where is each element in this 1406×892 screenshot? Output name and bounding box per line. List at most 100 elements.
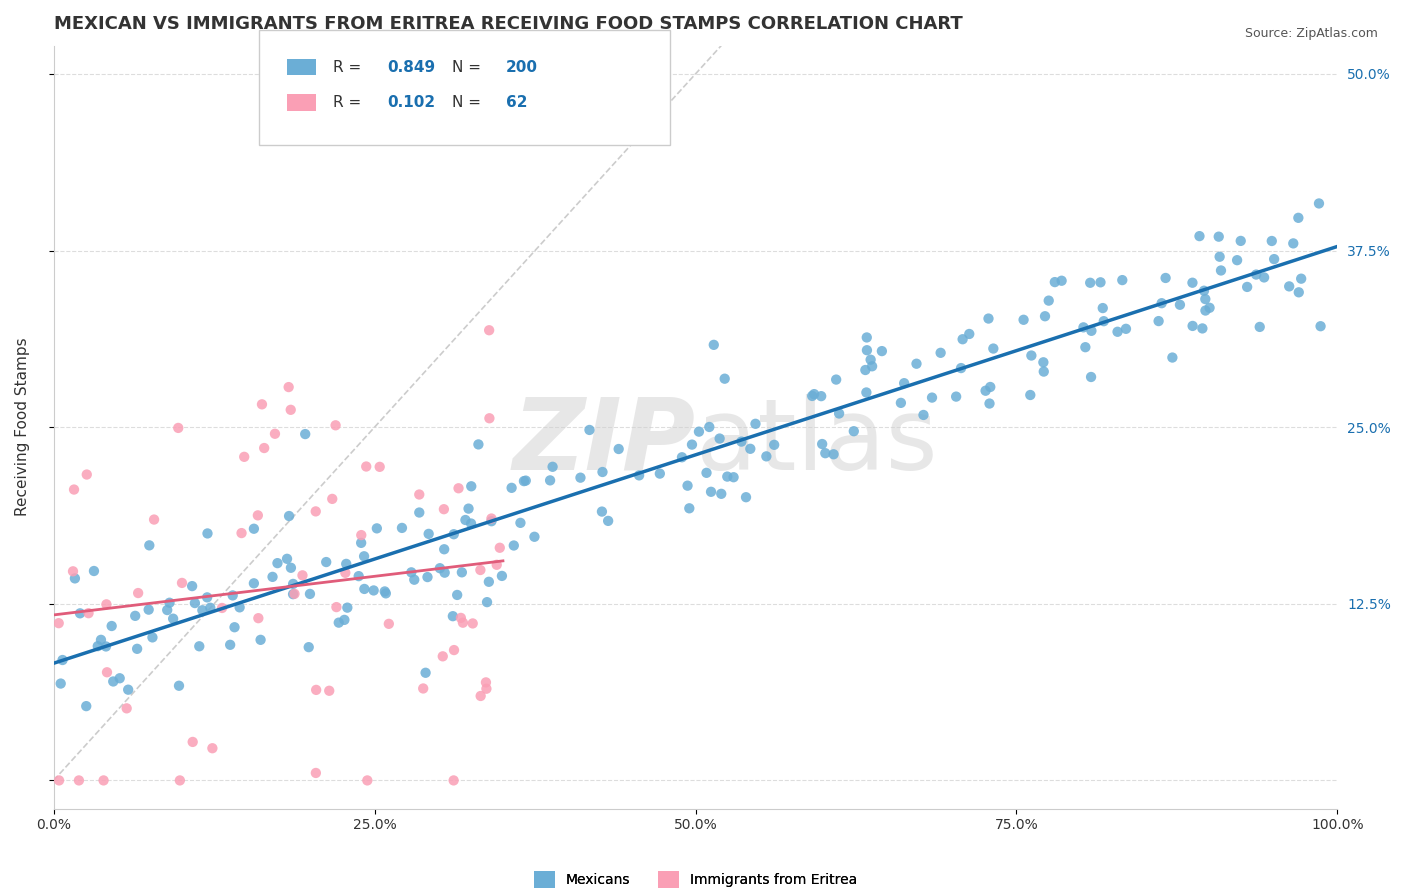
Point <box>412 681 434 696</box>
Text: 200: 200 <box>506 60 537 75</box>
Point <box>335 566 357 580</box>
Point <box>138 602 160 616</box>
Point <box>169 773 191 788</box>
Text: R =: R = <box>333 95 367 111</box>
Point <box>905 357 928 371</box>
Point <box>283 587 305 601</box>
Point <box>243 522 266 536</box>
Point <box>710 487 733 501</box>
Point <box>855 385 877 400</box>
Point <box>305 504 328 518</box>
Bar <box>287 59 315 76</box>
Point <box>404 573 426 587</box>
Point <box>1309 319 1331 334</box>
Point <box>347 569 370 583</box>
Point <box>1249 319 1271 334</box>
Point <box>127 641 149 656</box>
Point <box>457 501 479 516</box>
Point <box>716 469 738 483</box>
Point <box>856 343 879 358</box>
Point <box>1043 275 1066 289</box>
Text: R =: R = <box>333 60 367 75</box>
Point <box>467 437 489 451</box>
Point <box>460 516 482 531</box>
Point <box>893 376 915 391</box>
Point <box>1091 301 1114 315</box>
Point <box>69 607 91 621</box>
Point <box>243 576 266 591</box>
Point <box>391 521 413 535</box>
Point <box>354 459 377 474</box>
Point <box>591 505 613 519</box>
Point <box>853 363 876 377</box>
Point <box>700 484 723 499</box>
Point <box>607 442 630 456</box>
Point <box>429 561 451 575</box>
Point <box>1208 250 1230 264</box>
Point <box>929 346 952 360</box>
Point <box>957 326 980 341</box>
Point <box>325 418 347 433</box>
Point <box>509 516 531 530</box>
Point <box>447 481 470 495</box>
Point <box>298 640 321 655</box>
Point <box>974 384 997 398</box>
Point <box>356 773 378 788</box>
Text: 62: 62 <box>506 95 527 111</box>
Point <box>108 671 131 685</box>
Point <box>485 558 508 572</box>
Point <box>195 591 218 605</box>
Point <box>740 442 762 456</box>
Point <box>433 542 456 557</box>
Point <box>703 338 725 352</box>
Point <box>48 616 70 631</box>
Point <box>1308 196 1330 211</box>
Point <box>1244 268 1267 282</box>
Point <box>1188 229 1211 244</box>
Point <box>735 490 758 504</box>
Point <box>478 574 501 589</box>
Point <box>671 450 693 465</box>
Point <box>801 389 824 403</box>
Point <box>408 506 430 520</box>
Point <box>744 417 766 431</box>
Point <box>247 611 270 625</box>
Point <box>87 639 110 653</box>
Point <box>291 568 314 582</box>
Text: 0.849: 0.849 <box>388 60 436 75</box>
Point <box>200 600 222 615</box>
Point <box>224 620 246 634</box>
Point <box>1154 271 1177 285</box>
Point <box>461 616 484 631</box>
Point <box>1209 263 1232 277</box>
Point <box>162 612 184 626</box>
Point <box>1080 324 1102 338</box>
Point <box>979 396 1001 410</box>
Point <box>416 570 439 584</box>
Point <box>335 557 357 571</box>
Point <box>842 424 865 438</box>
Point <box>1194 292 1216 306</box>
Point <box>803 387 825 401</box>
Point <box>250 397 273 411</box>
Point <box>48 773 70 788</box>
Point <box>1147 314 1170 328</box>
Point <box>156 603 179 617</box>
Point <box>825 373 848 387</box>
Point <box>488 541 510 555</box>
Text: 0.102: 0.102 <box>388 95 436 111</box>
Point <box>1161 351 1184 365</box>
Point <box>823 447 845 461</box>
Point <box>93 773 115 788</box>
Point <box>981 342 1004 356</box>
Point <box>63 483 86 497</box>
Point <box>262 570 284 584</box>
Point <box>96 598 118 612</box>
Point <box>1263 252 1285 266</box>
Point <box>1226 253 1249 268</box>
Point <box>828 407 851 421</box>
Point <box>228 600 250 615</box>
Point <box>281 577 304 591</box>
Point <box>814 446 837 460</box>
Point <box>401 566 423 580</box>
